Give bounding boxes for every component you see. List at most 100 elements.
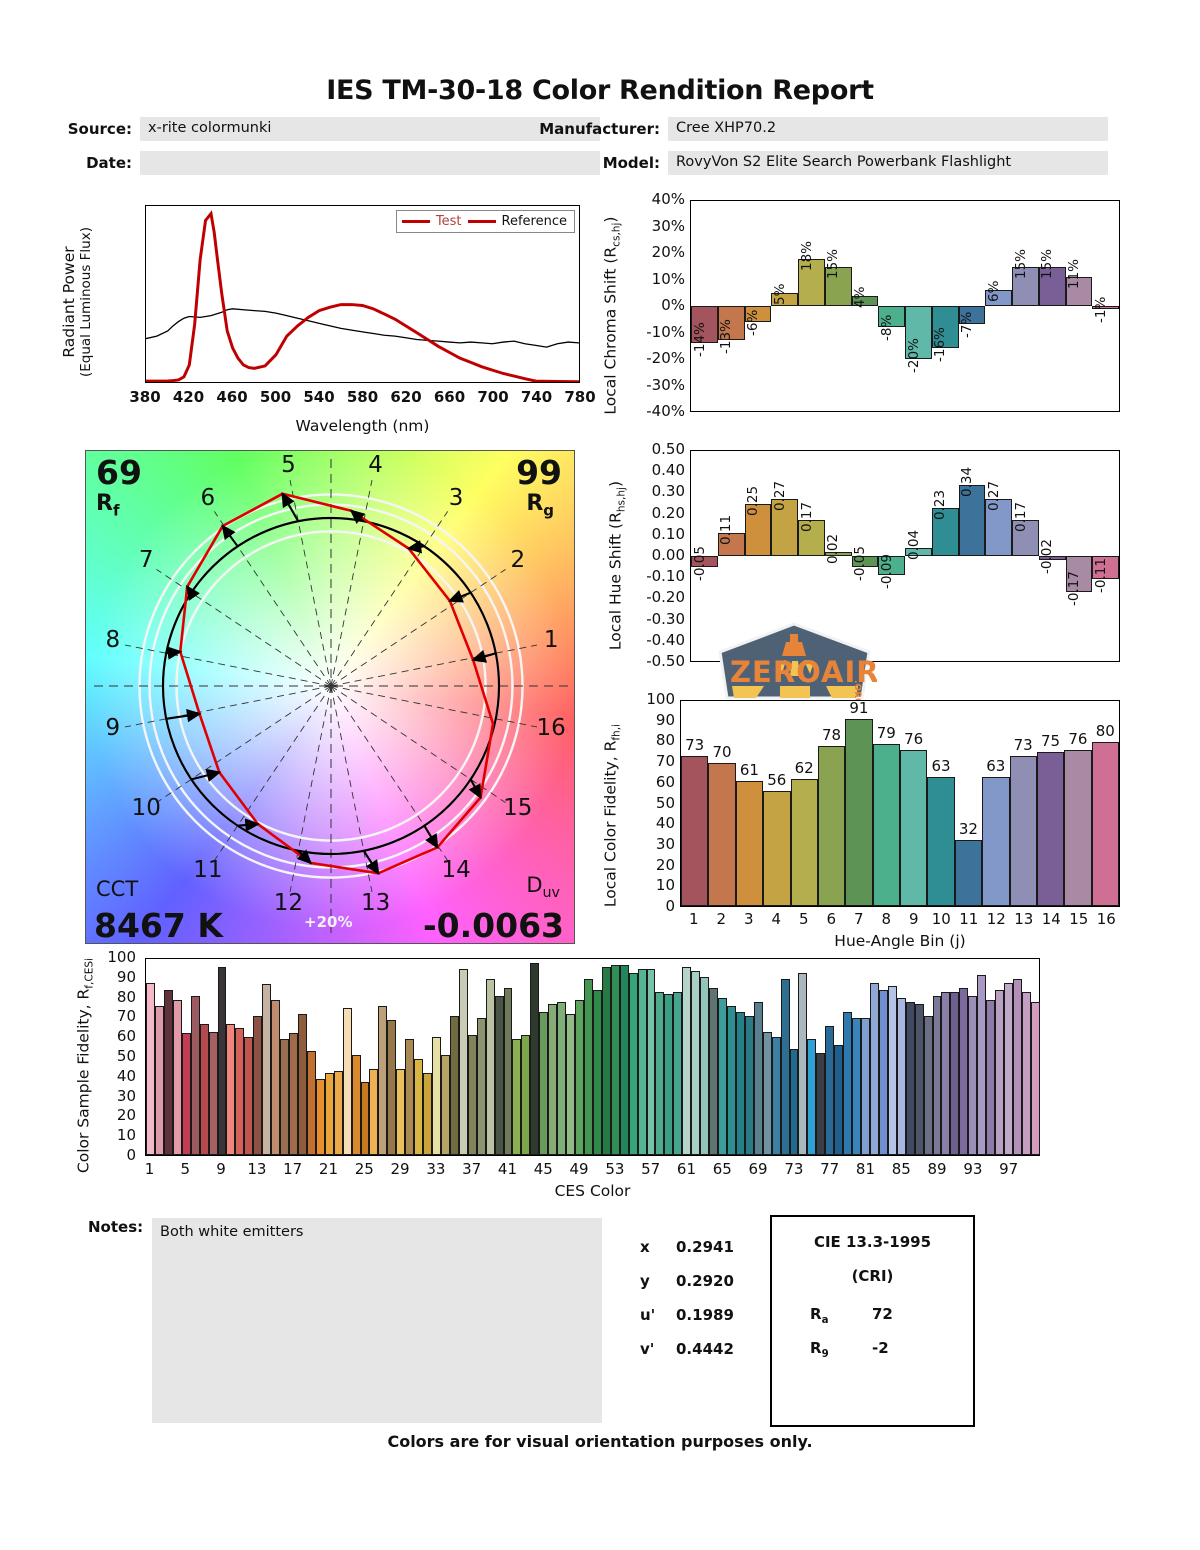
bar-column: -14% xyxy=(691,201,718,411)
ces-bar-column xyxy=(807,959,817,1155)
cf-plot-area: 73 70 61 56 62 78 91 79 76 63 32 63 73 75 76 80 xyxy=(680,699,1120,907)
ces-xlabel: CES Color xyxy=(554,1182,631,1200)
bar xyxy=(1012,266,1039,306)
ces-xtick: 9 xyxy=(216,1160,226,1178)
spd-xtick: 380 xyxy=(129,388,161,406)
reference-line-swatch xyxy=(467,220,496,223)
bar-column: 0.17 xyxy=(798,451,825,661)
ces-bar-column xyxy=(950,959,960,1155)
bar-column: 15% xyxy=(1038,201,1066,411)
bar-value-label: 78 xyxy=(822,726,842,745)
spd-xlabel: Wavelength (nm) xyxy=(295,417,430,435)
ces-bar-column xyxy=(932,959,942,1155)
bar xyxy=(931,306,959,348)
bar-value-label: 80 xyxy=(1095,722,1115,740)
bar-value-label: 0.17 xyxy=(1012,502,1029,533)
ces-bar-column xyxy=(235,959,245,1155)
ces-bar-column xyxy=(610,959,620,1155)
ces-bar xyxy=(494,996,504,1155)
bar xyxy=(958,306,986,325)
date-value[interactable] xyxy=(140,151,600,175)
bar-value-label: 79 xyxy=(876,724,896,743)
ces-ytick: 50 xyxy=(116,1047,136,1065)
bar xyxy=(985,499,1012,556)
notes-field[interactable]: Both white emitters xyxy=(152,1218,602,1423)
y-tick: 0% xyxy=(661,296,685,314)
bar-column: -7% xyxy=(958,201,986,411)
ces-bar xyxy=(673,992,683,1155)
bar xyxy=(931,507,959,556)
ces-bar xyxy=(485,978,495,1155)
ces-bar xyxy=(700,976,710,1155)
manufacturer-value[interactable]: Cree XHP70.2 xyxy=(668,117,1108,141)
ces-bar-column xyxy=(181,959,191,1155)
ces-bar xyxy=(476,1017,486,1155)
ces-bar xyxy=(798,972,808,1155)
bar-column: 0.04 xyxy=(905,451,932,661)
ces-bar xyxy=(726,1006,736,1155)
ces-bar-column xyxy=(771,959,781,1155)
ces-bar-column xyxy=(342,959,352,1155)
ces-bar-column xyxy=(423,959,432,1155)
ces-bar xyxy=(709,988,718,1155)
ces-bar xyxy=(610,964,620,1155)
bar-value-label: 91 xyxy=(849,699,869,718)
ces-bar-column xyxy=(664,959,674,1155)
ces-bar-column xyxy=(869,959,879,1155)
bar xyxy=(824,266,852,306)
ces-bar xyxy=(762,1031,772,1155)
bar xyxy=(771,292,798,306)
bar xyxy=(798,258,825,306)
bar xyxy=(798,520,825,556)
cf-xtick: 9 xyxy=(908,910,919,928)
ces-bar-column xyxy=(521,959,531,1155)
ces-bar xyxy=(440,1055,450,1155)
coord-y-label: y xyxy=(640,1272,650,1290)
bar-value-label: -0.09 xyxy=(878,553,895,589)
ces-bar xyxy=(539,1011,549,1155)
ces-bar-column xyxy=(548,959,558,1155)
ces-bar xyxy=(977,974,987,1155)
source-value[interactable]: x-rite colormunki xyxy=(140,117,600,141)
bar xyxy=(1065,277,1093,306)
bar-value-label: 63 xyxy=(931,756,951,775)
cvg-bin-label: 6 xyxy=(200,485,216,512)
ces-bar-column xyxy=(601,959,611,1155)
bar-value-label: 6% xyxy=(985,280,1002,303)
cf-xlabel: Hue-Angle Bin (j) xyxy=(834,932,966,950)
ces-bar xyxy=(861,1017,870,1155)
page-title: IES TM-30-18 Color Rendition Report xyxy=(326,75,874,106)
y-tick: 100 xyxy=(646,690,675,708)
spd-xtick: 540 xyxy=(303,388,335,406)
hue-plot-area: -0.05 0.11 0.25 0.27 0.17 0.02 -0.05 -0.09 0.04 0… xyxy=(690,450,1120,662)
ces-xtick: 77 xyxy=(820,1160,840,1178)
ces-bar xyxy=(691,970,701,1155)
ces-bar-column xyxy=(1021,959,1031,1155)
ces-bar xyxy=(458,968,468,1155)
bar xyxy=(1038,266,1066,306)
ces-ytick: 90 xyxy=(116,967,136,986)
bar-value-label: 0.27 xyxy=(771,481,788,512)
spd-xtick: 420 xyxy=(172,388,205,406)
bar-column: -0.11 xyxy=(1092,451,1119,661)
bar-value-label: -20% xyxy=(905,337,922,373)
duv-label: Duv xyxy=(526,872,560,901)
y-tick: 20% xyxy=(651,243,685,261)
spd-xtick: 500 xyxy=(259,388,292,406)
cvg-bin-label: 9 xyxy=(105,714,121,741)
ces-bar xyxy=(869,982,879,1155)
ces-bar-column xyxy=(789,959,799,1155)
ces-bar xyxy=(297,1013,307,1155)
logo-text: ZEROAIR xyxy=(730,655,877,689)
y-tick: 0 xyxy=(665,897,675,915)
ces-bar-column xyxy=(619,959,629,1155)
ces-bar-column xyxy=(861,959,870,1155)
ces-bar xyxy=(887,986,897,1155)
ces-bar-column xyxy=(271,959,281,1155)
cvg-bin-label: 5 xyxy=(281,451,296,478)
ces-bar-column xyxy=(753,959,763,1155)
ces-bar xyxy=(780,978,790,1155)
model-value[interactable]: RovyVon S2 Elite Search Powerbank Flashl… xyxy=(668,151,1108,175)
cri-r9-value: -2 xyxy=(872,1339,889,1357)
y-tick: 80 xyxy=(655,731,675,750)
